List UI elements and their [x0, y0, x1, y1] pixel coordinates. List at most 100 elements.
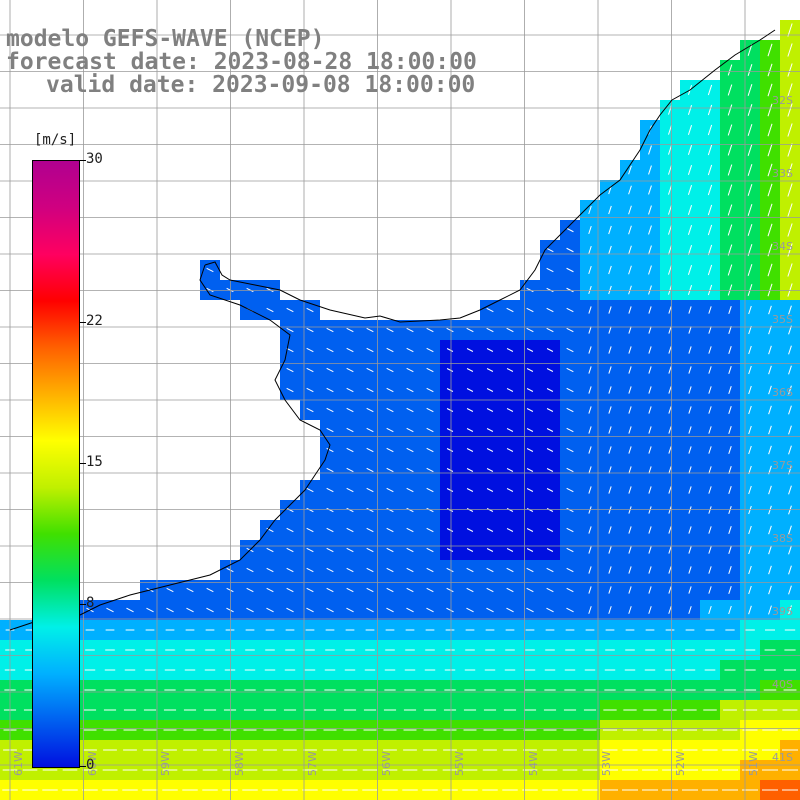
wind-arrow	[668, 386, 672, 394]
wind-arrow	[506, 448, 514, 452]
longitude-label: 57W	[306, 751, 319, 776]
wind-arrow	[426, 467, 434, 473]
wind-arrow	[768, 545, 772, 555]
wind-arrow	[588, 446, 592, 454]
wind-arrow	[546, 528, 554, 532]
wind-arrow	[466, 528, 474, 532]
wind-arrow	[727, 224, 733, 236]
wind-arrow	[708, 506, 712, 514]
wind-arrow	[326, 427, 334, 433]
wind-arrow	[748, 565, 752, 575]
wind-arrow	[708, 566, 712, 574]
wind-arrow	[526, 368, 534, 372]
wind-arrow	[366, 487, 374, 493]
wind-arrow	[466, 428, 474, 432]
wind-arrow	[767, 143, 773, 157]
wind-arrow	[608, 346, 612, 354]
wind-arrow	[486, 428, 494, 432]
wind-arrow	[566, 267, 574, 273]
coastline	[9, 29, 776, 631]
wind-arrow	[728, 386, 732, 394]
wind-arrow	[608, 486, 612, 494]
wind-arrow	[728, 346, 732, 354]
wind-arrow	[688, 306, 692, 314]
wind-arrow	[588, 326, 592, 334]
wind-arrow	[386, 347, 394, 353]
wind-arrow	[346, 427, 354, 433]
wind-arrow	[767, 103, 773, 117]
wind-arrow	[608, 386, 612, 394]
wind-arrow	[687, 105, 693, 115]
legend-color-bar	[32, 160, 80, 768]
wind-arrow	[486, 567, 494, 573]
latitude-label: 32S	[772, 94, 793, 107]
wind-arrow	[588, 506, 592, 514]
wind-arrow	[668, 306, 672, 314]
wind-arrow	[566, 547, 574, 553]
wind-arrow	[426, 447, 434, 453]
wind-arrow	[386, 467, 394, 473]
wind-arrow	[246, 587, 254, 593]
wind-arrow	[628, 606, 632, 614]
wind-arrow	[446, 528, 454, 532]
wind-arrow	[707, 184, 713, 196]
wind-arrow	[546, 508, 554, 512]
wind-arrow	[608, 406, 612, 414]
wind-arrow	[728, 306, 732, 314]
wind-arrow	[588, 265, 592, 275]
wind-arrow	[366, 527, 374, 533]
wind-arrow	[788, 405, 792, 415]
wind-arrow	[526, 408, 534, 412]
wind-arrow	[768, 345, 772, 355]
wind-arrow	[406, 547, 414, 553]
wind-arrow	[687, 225, 693, 235]
wind-arrow	[728, 366, 732, 374]
wind-arrow	[628, 426, 632, 434]
wind-arrow	[546, 428, 554, 432]
longitude-label: 58W	[232, 751, 246, 776]
wind-arrow	[787, 163, 793, 177]
wind-arrow	[306, 347, 314, 353]
wind-arrow	[707, 224, 713, 236]
wind-arrow	[708, 526, 712, 534]
wind-arrow	[767, 63, 773, 77]
wind-arrow	[648, 546, 652, 554]
wind-arrow	[226, 567, 234, 573]
wind-arrow	[486, 607, 494, 613]
wind-arrow	[588, 285, 592, 295]
wind-arrow	[768, 485, 772, 495]
wind-arrow	[708, 446, 712, 454]
wind-arrow	[728, 406, 732, 414]
wind-arrow	[788, 585, 792, 595]
wind-arrow	[426, 487, 434, 493]
wind-arrow	[346, 567, 354, 573]
wind-arrow	[486, 307, 494, 313]
wind-arrow	[346, 587, 354, 593]
wind-arrow	[226, 587, 234, 593]
wind-arrow	[346, 527, 354, 533]
wind-arrow	[588, 546, 592, 554]
wind-arrow	[608, 466, 612, 474]
wind-arrow	[628, 245, 632, 255]
wind-arrow	[526, 567, 534, 573]
wind-arrow	[728, 326, 732, 334]
wind-arrow	[206, 587, 214, 593]
wind-arrow	[506, 408, 514, 412]
wind-arrow	[466, 548, 474, 552]
wind-arrow	[366, 347, 374, 353]
wind-arrow	[566, 567, 574, 573]
wind-arrow	[246, 607, 254, 613]
wind-arrow	[608, 606, 612, 614]
wind-arrow	[486, 548, 494, 552]
legend-tick-mark	[80, 463, 86, 464]
wind-arrow	[608, 446, 612, 454]
wind-arrow	[566, 227, 574, 233]
wind-arrow	[628, 566, 632, 574]
wind-arrow	[326, 587, 334, 593]
latitude-label: 33S	[772, 167, 793, 180]
wind-arrow	[446, 408, 454, 412]
wind-arrow	[708, 426, 712, 434]
wind-arrow	[628, 285, 632, 295]
wind-arrow	[648, 366, 652, 374]
wind-arrow	[788, 525, 792, 535]
